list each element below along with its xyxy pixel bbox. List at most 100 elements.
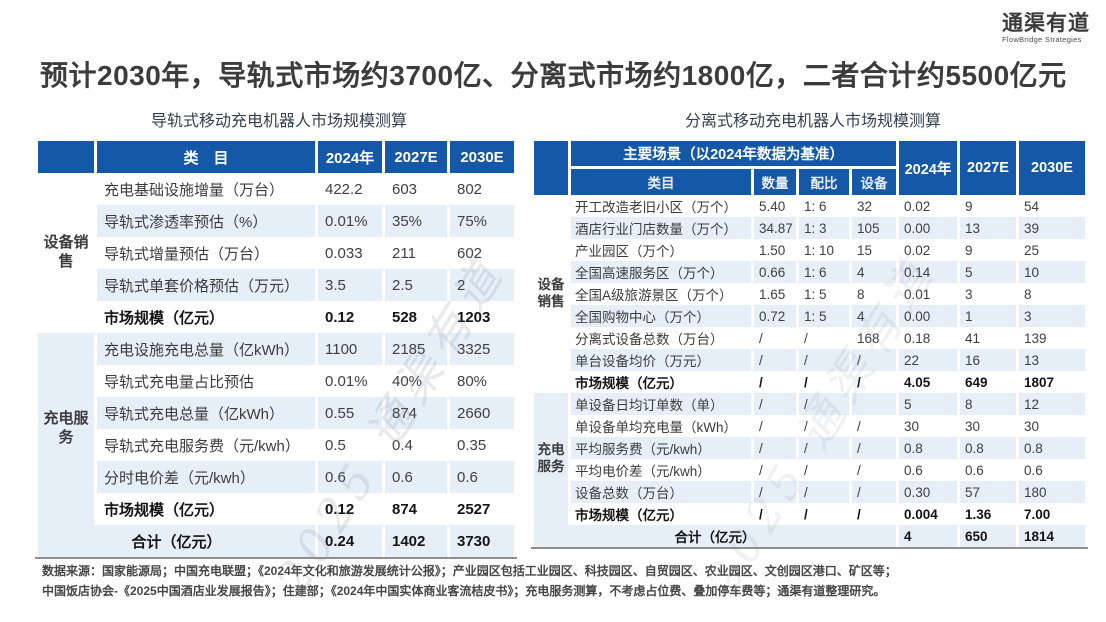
row-value: 1.36 <box>965 506 992 522</box>
row-value: 5.40 <box>759 198 786 214</box>
row-label: 平均服务费（元/kwh） <box>575 442 711 457</box>
row-label: 导轨式充电服务费（元/kwh） <box>104 437 300 455</box>
row-value: 39 <box>1024 220 1040 236</box>
header-year: 2030E <box>450 141 514 173</box>
row-value: 4 <box>857 264 865 280</box>
group-label: 设备销售 <box>43 234 89 270</box>
row-value: 10 <box>1024 264 1040 280</box>
row-value: 105 <box>857 220 880 236</box>
split-type-market-table: 主要场景（以2024年数据为基准） 2024年 2027E 2030E 类目 数量 配比 设备… <box>531 141 1088 549</box>
total-label: 合计（亿元） <box>131 533 222 551</box>
row-value: 1: 3 <box>804 220 827 236</box>
row-label: 导轨式充电总量（亿kWh） <box>104 405 285 423</box>
row-value: 0.72 <box>759 308 786 324</box>
row-value: 1.65 <box>759 286 786 302</box>
row-value: 0.12 <box>325 500 355 518</box>
row-value: / <box>804 506 808 522</box>
row-value: 3325 <box>457 340 491 358</box>
row-value: 1: 5 <box>804 308 827 324</box>
row-value: 2660 <box>457 404 491 422</box>
row-value: 34.87 <box>759 220 793 236</box>
row-value: 40% <box>392 372 423 390</box>
group-label: 充电服务 <box>534 393 568 525</box>
header-group-cell <box>38 141 94 173</box>
row-value: 0.033 <box>325 244 363 262</box>
table-row: 平均电价差（元/kwh） / / / 0.6 0.6 0.6 <box>534 459 1085 481</box>
row-value: 603 <box>392 180 418 198</box>
row-value: 5 <box>904 396 912 412</box>
row-value: 8 <box>965 396 973 412</box>
row-value: 0.55 <box>325 404 355 422</box>
row-value: 1: 6 <box>804 264 827 280</box>
logo-text: 通渠有道 <box>1002 12 1090 35</box>
row-label: 平均电价差（元/kwh） <box>575 464 711 479</box>
row-value: 3 <box>1024 308 1032 324</box>
row-value: 25 <box>1024 242 1040 258</box>
row-value: 0.01% <box>325 212 368 230</box>
row-value: 0.4 <box>392 436 413 454</box>
row-value: / <box>759 484 763 500</box>
row-label: 产业园区（万个） <box>575 244 683 259</box>
row-value: 0.6 <box>325 468 346 486</box>
row-value: 0.66 <box>759 264 786 280</box>
total-row: 合计（亿元） 4 650 1814 <box>534 525 1085 547</box>
row-value: 649 <box>965 374 988 390</box>
data-source-note: 数据来源：国家能源局；中国充电联盟；《2024年文化和旅游发展统计公报》；产业园… <box>42 562 1087 602</box>
row-value: 4 <box>857 308 865 324</box>
row-value: 0.6 <box>392 468 413 486</box>
row-value: 0.8 <box>1024 440 1043 456</box>
group-label: 充电服务 <box>38 333 94 525</box>
table-row: 导轨式充电量占比预估 0.01% 40% 80% <box>38 365 514 397</box>
header-year: 2024年 <box>899 141 957 195</box>
row-value: 1: 6 <box>804 198 827 214</box>
table-row: 设备销售 开工改造老旧小区（万个） 5.40 1: 6 32 0.02 9 54 <box>534 195 1085 310</box>
row-value: / <box>804 374 808 390</box>
row-value: / <box>759 506 763 522</box>
row-value: / <box>804 418 808 434</box>
row-value: 1807 <box>1024 374 1055 390</box>
group-label: 设备销售 <box>537 277 565 309</box>
row-value: 35% <box>392 212 423 230</box>
row-label: 开工改造老旧小区（万个） <box>575 200 737 215</box>
row-label: 市场规模（亿元） <box>104 309 225 327</box>
header-group-cell <box>534 141 568 195</box>
row-value: / <box>759 396 763 412</box>
row-value: 54 <box>1024 198 1040 214</box>
row-value: 528 <box>392 308 418 326</box>
row-value: 0.02 <box>904 198 931 214</box>
table-row: 导轨式渗透率预估（%） 0.01% 35% 75% <box>38 205 514 237</box>
row-value: 30 <box>965 418 981 434</box>
row-value: 7.00 <box>1024 506 1051 522</box>
row-value: 1 <box>965 308 973 324</box>
table-row: 分离式设备总数（万台） / / 168 0.18 41 139 <box>534 327 1085 349</box>
table-row: 充电服务 充电设施充电总量（亿kWh） 1100 2185 3325 <box>38 333 514 525</box>
row-value: 32 <box>857 198 873 214</box>
total-label: 合计（亿元） <box>674 530 756 545</box>
row-value: 0.18 <box>904 330 931 346</box>
table-row: 导轨式增量预估（万台） 0.033 211 602 <box>38 237 514 269</box>
row-value: 30 <box>904 418 920 434</box>
total-value: 3730 <box>457 532 491 550</box>
rail-type-market-table: 类 目 2024年 2027E 2030E 设备销售 充电基础设施增量（万台） 422.2 6… <box>35 141 517 559</box>
table-row: 导轨式单套价格预估（万元） 3.5 2.5 2 <box>38 269 514 301</box>
total-value: 1402 <box>392 532 426 550</box>
table-row: 市场规模（亿元） 0.12 874 2527 <box>38 493 514 525</box>
row-value: 9 <box>965 198 973 214</box>
row-value: / <box>857 462 861 478</box>
row-label: 导轨式增量预估（万台） <box>104 245 270 263</box>
table-subheader-row: 类目 数量 配比 设备 <box>534 169 1085 195</box>
row-label: 酒店行业门店数量（万个） <box>575 222 737 237</box>
row-value: 168 <box>857 330 880 346</box>
row-value: / <box>857 352 861 368</box>
right-table-title: 分离式移动充电机器人市场规模测算 <box>684 113 941 130</box>
table-row: 导轨式充电服务费（元/kwh） 0.5 0.4 0.35 <box>38 429 514 461</box>
row-value: 15 <box>857 242 873 258</box>
row-value: / <box>759 440 763 456</box>
row-value: 3 <box>965 286 973 302</box>
row-value: 1.50 <box>759 242 786 258</box>
row-value: 139 <box>1024 330 1047 346</box>
row-label: 市场规模（亿元） <box>575 508 683 523</box>
row-value: / <box>759 418 763 434</box>
row-value: / <box>804 330 808 346</box>
row-value: 3.5 <box>325 276 346 294</box>
